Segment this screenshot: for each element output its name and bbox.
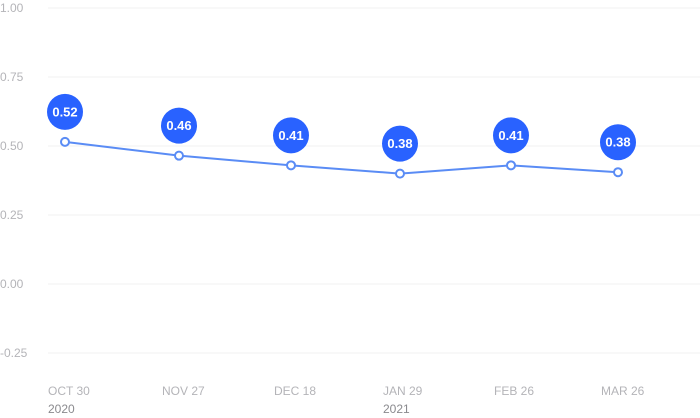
x-tick-label: OCT 30 <box>48 384 90 398</box>
data-label-bubble <box>600 124 636 161</box>
x-tick-label: NOV 27 <box>162 384 205 398</box>
data-point <box>506 160 516 171</box>
data-label: 0.52 <box>52 104 77 119</box>
data-label: 0.46 <box>166 118 191 133</box>
y-tick-label: 0.25 <box>0 208 24 222</box>
x-year-label: 2021 <box>383 402 410 416</box>
data-point <box>613 167 623 178</box>
y-tick-label: 0.75 <box>0 70 24 84</box>
x-tick-label: JAN 29 <box>383 384 423 398</box>
data-point <box>174 150 184 161</box>
data-point <box>395 168 405 179</box>
data-label: 0.38 <box>387 136 412 151</box>
data-label-bubble <box>273 117 309 154</box>
data-label: 0.41 <box>278 128 303 143</box>
y-tick-label: -0.25 <box>0 346 28 360</box>
y-tick-label: 0.00 <box>0 277 24 291</box>
data-label-bubble <box>382 125 418 162</box>
data-label: 0.41 <box>498 128 523 143</box>
y-tick-label: 0.50 <box>0 139 24 153</box>
data-label: 0.38 <box>605 135 630 150</box>
series-line <box>64 140 619 175</box>
data-label-bubble <box>161 107 197 144</box>
x-tick-label: MAR 26 <box>601 384 645 398</box>
x-tick-label: FEB 26 <box>494 384 534 398</box>
y-tick-label: 1.00 <box>0 1 24 15</box>
x-year-label: 2020 <box>48 402 75 416</box>
x-tick-label: DEC 18 <box>274 384 316 398</box>
data-label-bubble <box>47 93 83 130</box>
data-point <box>286 160 296 171</box>
data-point <box>60 136 70 147</box>
data-label-bubble <box>493 117 529 154</box>
